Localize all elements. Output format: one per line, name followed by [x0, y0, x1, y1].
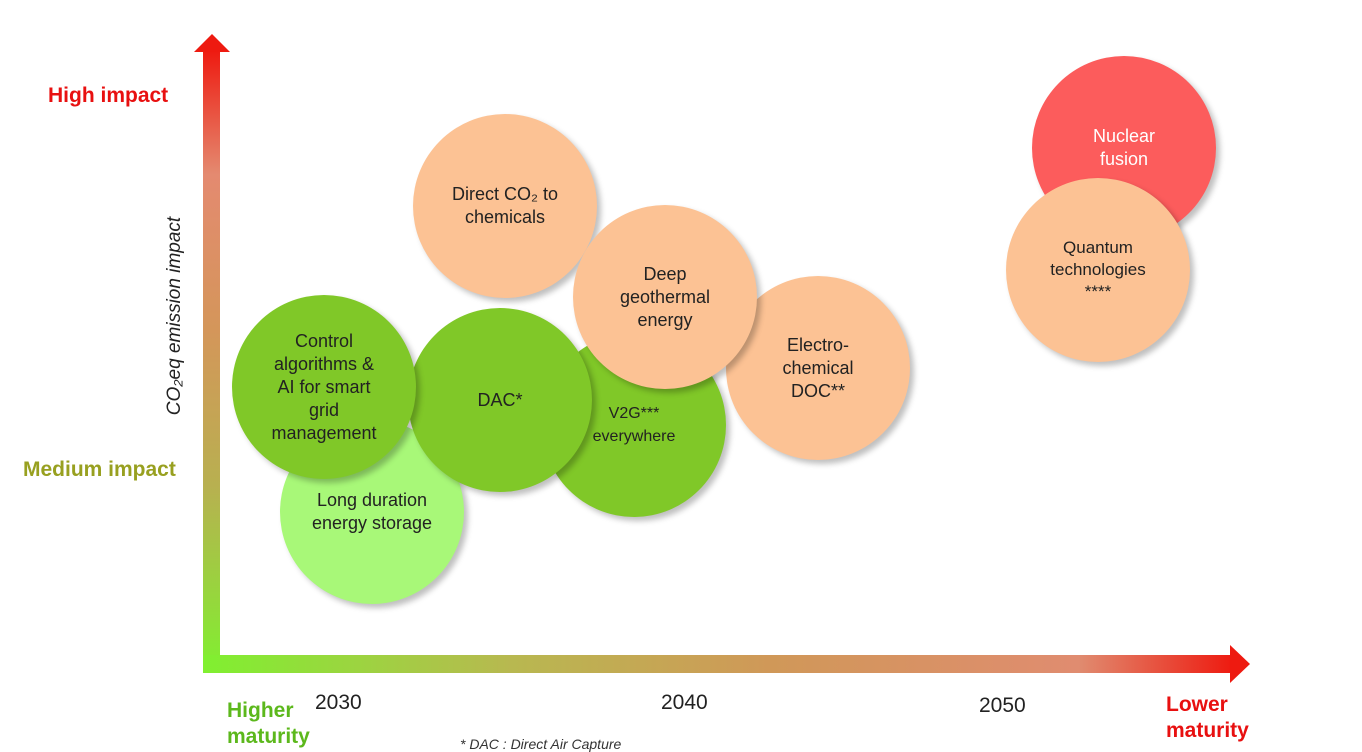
x-tick-2040: 2040: [661, 691, 708, 714]
bubble-control-algorithms: Control algorithms & AI for smart grid m…: [232, 295, 416, 479]
bubble-label: Nuclear fusion: [1092, 126, 1156, 169]
bubble-electrochemical-doc: Electro- chemical DOC**: [726, 276, 910, 460]
x-axis-arrowhead: [1230, 645, 1250, 683]
bubble-label: Direct CO₂ to chemicals: [451, 184, 558, 227]
y-axis-arrow: [203, 50, 220, 672]
bubble-label: Quantum technologies ****: [1050, 238, 1146, 301]
high-impact-label: High impact: [48, 84, 169, 107]
bubble-label: Deep geothermal energy: [619, 263, 711, 330]
bubble-label: V2G*** everywhere: [592, 405, 676, 445]
bubble-deep-geothermal: Deep geothermal energy: [573, 205, 757, 389]
bubble-dac: DAC*: [408, 308, 592, 492]
medium-impact-label: Medium impact: [23, 458, 176, 481]
higher-maturity-label: Higher maturity: [227, 699, 310, 748]
bubble-label: Control algorithms & AI for smart grid m…: [271, 330, 377, 443]
footnote: * DAC : Direct Air Capture: [460, 736, 622, 752]
bubble-label: DAC*: [477, 389, 523, 410]
bubble-label: Electro- chemical DOC**: [782, 334, 854, 401]
bubble-quantum-technologies: Quantum technologies ****: [1006, 178, 1190, 362]
x-tick-2050: 2050: [979, 694, 1026, 717]
bubble-label: Long duration energy storage: [311, 490, 433, 533]
y-axis-title: CO₂eq emission impact: [164, 216, 185, 416]
lower-maturity-label: Lower maturity: [1166, 693, 1249, 742]
x-axis-arrow: [203, 655, 1233, 673]
bubble-direct-co2: Direct CO₂ to chemicals: [413, 114, 597, 298]
y-axis-arrowhead: [194, 34, 230, 52]
x-tick-2030: 2030: [315, 691, 362, 714]
